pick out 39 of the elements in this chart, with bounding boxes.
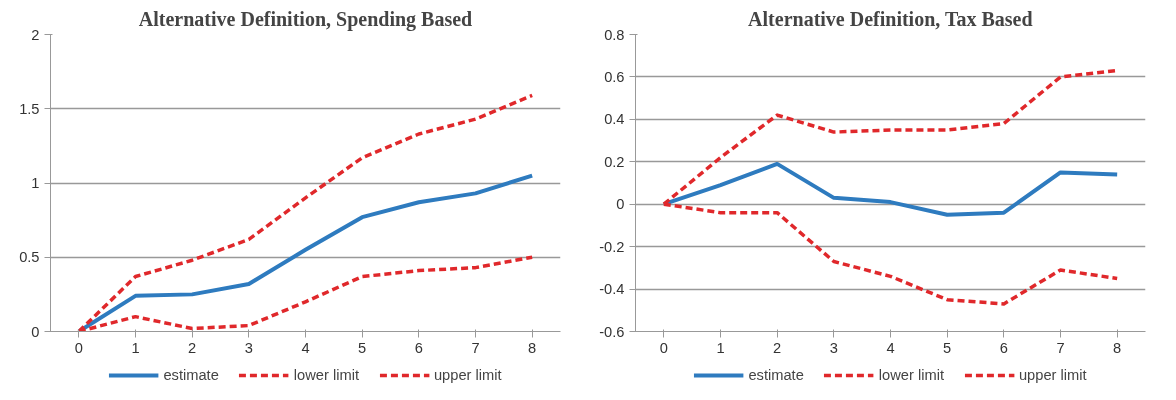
chart-title: Alternative Definition, Spending Based <box>138 7 473 31</box>
y-tick-label: 1 <box>31 175 40 191</box>
y-tick-label: 0 <box>31 323 40 340</box>
y-tick-label: 0.2 <box>604 153 625 170</box>
legend-label: upper limit <box>1018 367 1087 383</box>
x-tick-label: 5 <box>358 339 367 356</box>
x-tick-label: 5 <box>943 339 952 356</box>
x-tick-label: 1 <box>716 339 725 356</box>
legend-label: lower limit <box>293 367 359 383</box>
x-tick-label: 1 <box>131 339 140 356</box>
y-tick-label: 0.6 <box>604 68 625 85</box>
y-tick-label: -0.2 <box>599 238 625 255</box>
x-tick-label: 3 <box>829 339 838 356</box>
y-tick-label: 2 <box>31 26 40 43</box>
y-tick-label: 0.8 <box>604 26 625 43</box>
x-tick-label: 4 <box>301 339 310 356</box>
x-tick-label: 3 <box>244 339 253 356</box>
x-tick-label: 0 <box>659 339 668 356</box>
y-tick-label: -0.4 <box>599 281 625 298</box>
chart-title: Alternative Definition, Tax Based <box>748 7 1033 30</box>
x-tick-label: 8 <box>528 339 537 356</box>
legend-label: lower limit <box>878 367 944 383</box>
x-tick-label: 2 <box>773 339 782 356</box>
y-tick-label: 1.5 <box>19 100 40 117</box>
x-tick-label: 0 <box>74 339 83 356</box>
legend-label: estimate <box>163 367 219 383</box>
x-tick-label: 2 <box>188 339 197 356</box>
y-tick-label: 0.5 <box>19 249 40 266</box>
x-tick-label: 4 <box>886 339 895 356</box>
y-tick-label: 0.4 <box>604 111 625 128</box>
x-tick-label: 6 <box>999 339 1008 356</box>
y-tick-label: 0 <box>616 196 625 213</box>
x-tick-label: 7 <box>471 339 480 356</box>
legend-label: upper limit <box>433 367 502 383</box>
legend-label: estimate <box>748 367 804 383</box>
y-tick-label: -0.6 <box>599 323 625 340</box>
x-tick-label: 6 <box>414 339 423 356</box>
x-tick-label: 8 <box>1113 339 1122 356</box>
x-tick-label: 7 <box>1056 339 1065 356</box>
